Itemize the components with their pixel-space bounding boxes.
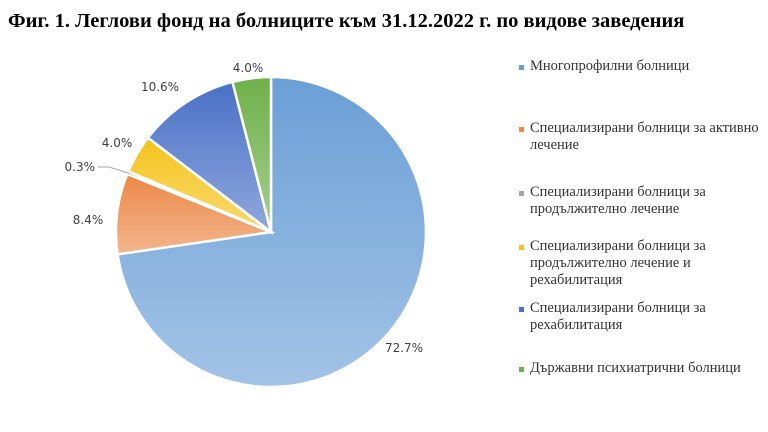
data-label-4: 4.0% <box>102 136 133 150</box>
legend-label: Специализирани болници за продължително … <box>530 238 706 288</box>
legend-label: Специализирани болници за активно лечени… <box>530 120 759 153</box>
legend-item: Специализирани болници за активно лечени… <box>519 120 768 154</box>
legend-label: Специализирани болници за продължително … <box>530 184 706 217</box>
data-label-5: 10.6% <box>141 80 179 94</box>
data-label-3: 0.3% <box>65 160 96 174</box>
legend-item: Специализирани болници за рехабилитация <box>519 300 768 334</box>
legend-label: Държавни психиатрични болници <box>530 360 741 376</box>
chart-title: Фиг. 1. Леглови фонд на болниците към 31… <box>8 10 685 32</box>
legend-swatch <box>519 65 524 70</box>
legend-item: Многопрофилни болници <box>519 58 768 75</box>
legend-swatch <box>519 307 524 312</box>
legend-swatch <box>519 191 524 196</box>
legend-swatch <box>519 245 524 250</box>
data-label-6: 4.0% <box>233 61 264 75</box>
pie-slice-5 <box>146 80 274 236</box>
pie-chart: 72.7% 8.4% 0.3% 4.0% 10.6% 4.0% <box>65 61 428 389</box>
legend-swatch <box>519 127 524 132</box>
legend-item: Специализирани болници за продължително … <box>519 238 768 289</box>
legend-swatch <box>519 367 524 372</box>
leader-line <box>98 166 130 174</box>
legend-label: Многопрофилни болници <box>530 58 690 74</box>
legend-item: Специализирани болници за продължително … <box>519 184 768 218</box>
data-label-2: 8.4% <box>73 213 104 227</box>
legend-item: Държавни психиатрични болници <box>519 360 768 377</box>
pie-slice-6 <box>230 75 273 233</box>
data-label-1: 72.7% <box>385 341 423 355</box>
legend-label: Специализирани болници за рехабилитация <box>530 300 706 333</box>
